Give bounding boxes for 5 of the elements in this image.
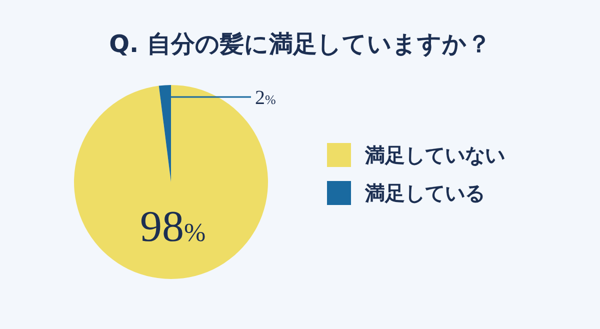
legend-label: 満足していない (364, 143, 505, 167)
chart-title: Q. 自分の髪に満足していますか？ (109, 30, 491, 58)
legend-label: 満足している (364, 181, 485, 205)
data-label: 2% (255, 87, 276, 109)
data-label: 98% (140, 202, 206, 252)
